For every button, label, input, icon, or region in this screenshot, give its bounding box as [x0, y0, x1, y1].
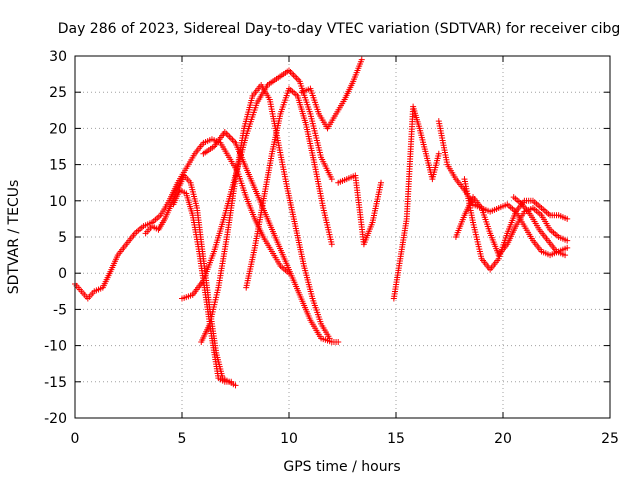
- series-track-12: [452, 194, 571, 259]
- data-point: [232, 382, 239, 389]
- series-track-01: [72, 136, 292, 302]
- y-tick-label: 0: [58, 266, 67, 282]
- series-track-07: [243, 85, 335, 291]
- data-point: [328, 176, 335, 183]
- data-point: [292, 73, 299, 80]
- data-point: [378, 179, 385, 186]
- data-point: [293, 75, 300, 82]
- y-tick-label: -15: [44, 375, 67, 391]
- grid-lines: [75, 56, 610, 418]
- series-track-06: [200, 129, 342, 345]
- data-point: [229, 136, 236, 143]
- y-tick-label: 30: [49, 49, 67, 65]
- x-tick-label: 20: [494, 431, 512, 447]
- series-track-14: [510, 194, 569, 259]
- series-track-13: [461, 176, 571, 273]
- y-tick-label: -10: [44, 339, 67, 355]
- y-tick-label: 25: [49, 85, 67, 101]
- y-tick-label: -20: [44, 411, 67, 427]
- data-point: [562, 252, 569, 259]
- chart-title: Day 286 of 2023, Sidereal Day-to-day VTE…: [58, 21, 621, 37]
- series-track-10: [390, 103, 442, 302]
- data-point: [335, 338, 342, 345]
- data-point: [227, 135, 234, 142]
- data-point: [287, 69, 294, 76]
- y-tick-label: 5: [58, 230, 67, 246]
- data-point: [358, 56, 365, 63]
- x-tick-label: 15: [387, 431, 405, 447]
- data-point: [564, 244, 571, 251]
- y-tick-label: 10: [49, 194, 67, 210]
- x-tick-label: 0: [71, 431, 80, 447]
- y-tick-labels: -20 -15 -10 -5 0 5 10 15 20 25 30: [44, 49, 67, 427]
- x-axis-label: GPS time / hours: [283, 459, 400, 475]
- x-tick-label: 25: [601, 431, 619, 447]
- series-track-08: [298, 56, 365, 132]
- data-point: [564, 215, 571, 222]
- data-point: [435, 150, 442, 157]
- data-point: [290, 72, 297, 79]
- x-tick-label: 10: [280, 431, 298, 447]
- x-tick-label: 5: [178, 431, 187, 447]
- y-tick-label: 20: [49, 121, 67, 137]
- series-track-05: [198, 81, 333, 345]
- data-points: [72, 56, 571, 389]
- data-point: [328, 241, 335, 248]
- x-tick-labels: 0 5 10 15 20 25: [71, 431, 619, 447]
- y-axis-label: SDTVAR / TECUs: [6, 180, 22, 295]
- y-tick-label: -5: [53, 302, 67, 318]
- data-point: [564, 237, 571, 244]
- data-point: [224, 132, 231, 139]
- plot-frame: [74, 55, 611, 419]
- series-track-09: [335, 172, 385, 248]
- y-tick-label: 15: [49, 158, 67, 174]
- data-point: [228, 378, 235, 385]
- data-point: [226, 133, 233, 140]
